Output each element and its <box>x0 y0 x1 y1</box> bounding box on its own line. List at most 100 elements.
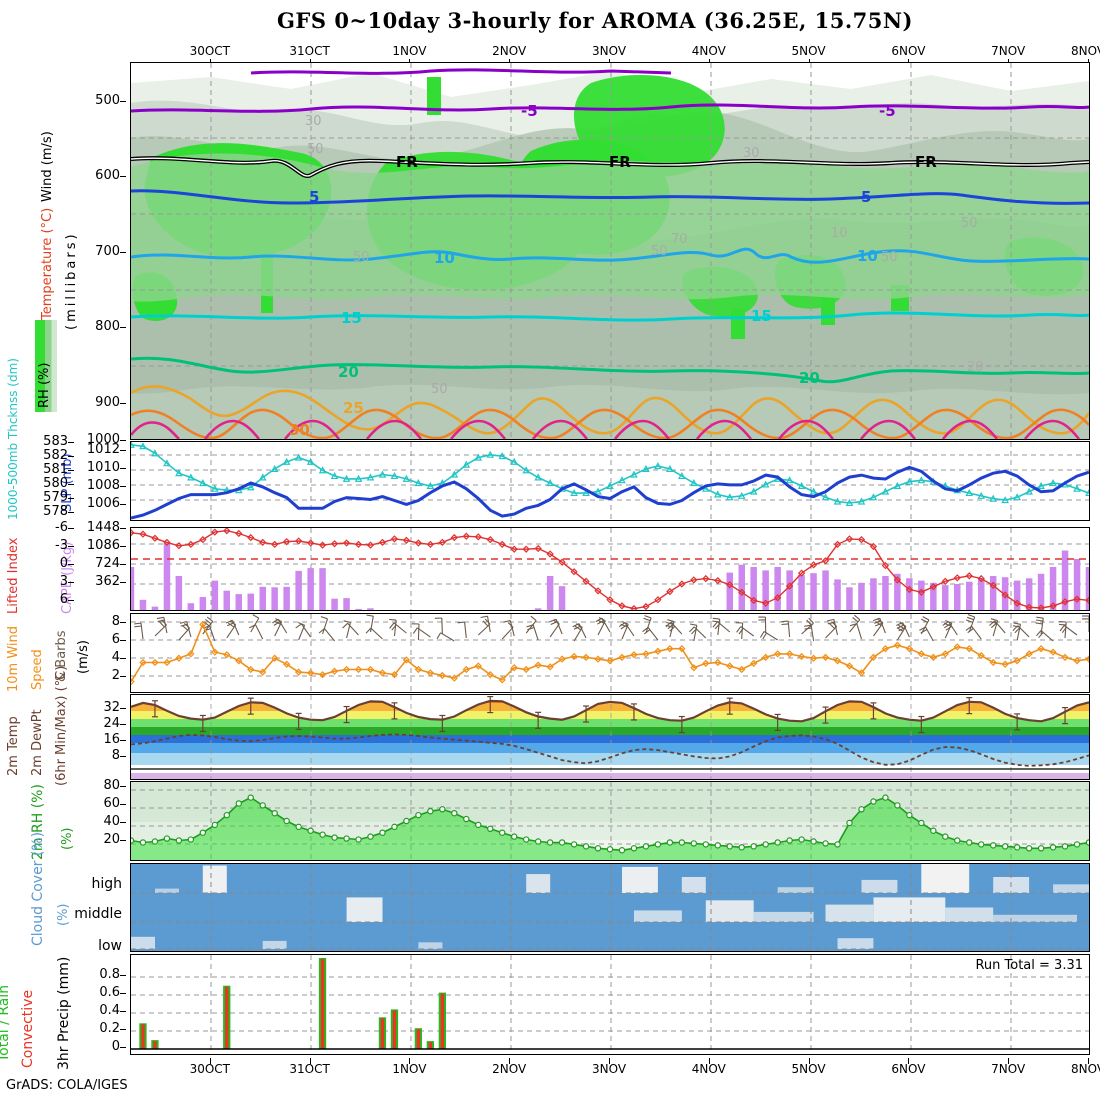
wind-barb-shaft <box>624 622 635 637</box>
cloud-cover-panel[interactable] <box>130 863 1090 952</box>
series-marker <box>893 641 902 649</box>
wind-barb-flag <box>852 616 859 623</box>
series-marker <box>690 664 698 672</box>
wind-barb-flag <box>527 626 535 631</box>
wind-barb-flag <box>736 626 742 633</box>
series-marker <box>438 671 446 680</box>
series-marker <box>845 535 854 543</box>
series-marker <box>857 497 866 505</box>
series-marker <box>403 817 410 825</box>
y-tick-mark <box>120 582 126 583</box>
series-marker <box>546 550 554 558</box>
cape-bar <box>1037 573 1045 610</box>
label-rh-10: 10 <box>831 226 848 241</box>
cape-bar <box>810 573 817 610</box>
series-marker <box>223 811 231 819</box>
wind-barb-shaft <box>347 622 359 636</box>
series-marker <box>654 841 662 848</box>
series-marker <box>666 587 674 596</box>
wind-barb-flag <box>252 614 260 619</box>
series-marker <box>821 653 830 661</box>
wind-barb-flag <box>225 619 233 624</box>
y-tick-mark <box>120 975 126 976</box>
cloud-cover-bar <box>346 897 383 922</box>
y-tick: 40 <box>103 814 120 829</box>
wind-barb-flag <box>157 619 165 623</box>
series-marker <box>307 827 314 834</box>
y-tick-mark <box>120 708 126 709</box>
series-marker <box>534 473 542 481</box>
y-tick: 16 <box>103 732 120 747</box>
cloud-band-label-middle: middle <box>74 906 122 922</box>
wind10m-speed-label: Speed <box>30 649 45 690</box>
series-marker <box>558 839 566 846</box>
wind-barb-shaft <box>902 622 910 638</box>
series-marker <box>582 577 590 585</box>
upper-air-panel[interactable]: -5 -5 FR FR FR 5 5 10 10 15 15 20 20 25 … <box>130 62 1090 440</box>
series-marker <box>139 442 147 450</box>
series-marker <box>749 487 758 495</box>
wind-barb-flag <box>897 624 905 629</box>
cloud-cover-bar <box>155 888 179 893</box>
cape-bar <box>1085 567 1089 610</box>
wind-barb-flag <box>919 626 926 631</box>
wind10m-panel[interactable] <box>130 613 1090 693</box>
wind-barb-shaft <box>741 622 744 640</box>
series-marker <box>570 652 578 661</box>
precip-convective-bar <box>141 1024 145 1049</box>
band-darkblue <box>131 735 1089 743</box>
upperair-temp-label: Temperature (°C) <box>40 207 55 320</box>
series-marker <box>1049 479 1057 487</box>
y-tick: 582 <box>43 448 68 463</box>
y-tick: 800 <box>95 319 120 334</box>
wind-barb-flag <box>342 622 348 629</box>
series-marker <box>259 802 266 809</box>
label-10-b: 10 <box>857 247 878 265</box>
wind-barb-shaft <box>393 622 407 634</box>
series-marker <box>462 532 470 540</box>
series-marker <box>893 481 902 489</box>
y-tick-mark <box>120 468 126 469</box>
series-marker <box>450 674 458 682</box>
series-marker <box>295 537 303 545</box>
cape-bar <box>247 593 254 610</box>
series-marker <box>953 643 961 651</box>
cloud-cover-bar <box>705 900 754 923</box>
rh2m-panel[interactable] <box>130 781 1090 861</box>
cape-bar <box>139 599 147 610</box>
series-marker <box>894 802 901 809</box>
wind-barb-flag <box>530 615 537 622</box>
date-tick-2nov: 2NOV <box>492 44 527 58</box>
cloud-cover-bar <box>131 936 155 949</box>
series-marker <box>1073 657 1081 665</box>
wind-barb-flag <box>159 621 165 628</box>
wind-barb-flag <box>849 623 857 627</box>
cape-bar <box>750 567 757 610</box>
series-marker <box>701 484 710 492</box>
date-tick-mark <box>1088 1058 1089 1064</box>
li-cape-panel[interactable] <box>130 527 1090 611</box>
wind-barb-flag <box>206 616 214 622</box>
thickness-slp-panel[interactable] <box>130 441 1090 521</box>
series-marker <box>977 491 986 499</box>
series-marker <box>618 847 626 854</box>
precip-panel[interactable]: Run Total = 3.31 <box>130 954 1090 1055</box>
lifted-index-label: Lifted Index <box>6 537 21 614</box>
bottom-date-axis: 30OCT 31OCT 1NOV 2NOV 3NOV 4NOV 5NOV 6NOV 7NOV 8N… <box>130 1058 1100 1076</box>
y-tick-mark <box>120 450 126 451</box>
series-marker <box>330 540 339 548</box>
series-marker <box>131 442 135 448</box>
series-marker <box>725 493 734 501</box>
series-marker <box>211 821 219 829</box>
y-tick-mark <box>120 252 126 253</box>
series-marker <box>690 479 698 487</box>
date-tick-5nov: 5NOV <box>791 1062 826 1076</box>
series-marker <box>846 819 853 827</box>
series-marker <box>306 457 315 465</box>
series-marker <box>223 651 231 659</box>
temp2m-panel[interactable] <box>130 694 1090 780</box>
cape-bar <box>319 568 326 610</box>
label-neg5-b: -5 <box>879 102 896 120</box>
wind-barb-shaft <box>441 617 443 635</box>
wind-barb-flag <box>967 628 974 634</box>
